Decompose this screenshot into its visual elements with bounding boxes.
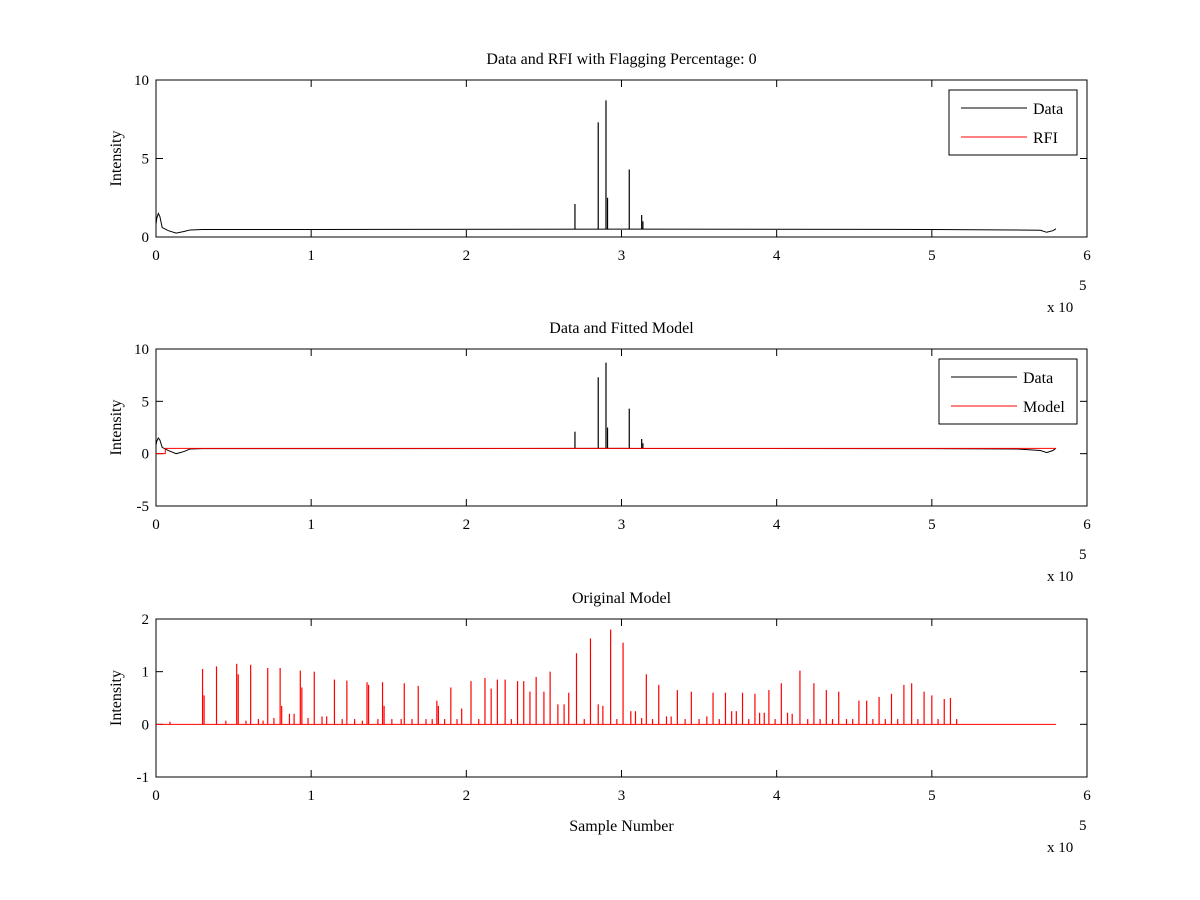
legend-label-model: Model <box>1023 399 1065 416</box>
x-tick-label: 0 <box>152 788 160 804</box>
x-exponent-power: 5 <box>1079 818 1087 834</box>
x-tick-label: 1 <box>307 788 315 804</box>
x-tick-label: 3 <box>618 788 626 804</box>
legend-label-data: Data <box>1033 101 1063 118</box>
legend: Data Model <box>938 358 1078 425</box>
x-tick-label: 4 <box>773 788 781 804</box>
x-tick-label: 6 <box>1083 248 1091 264</box>
x-tick-label: 6 <box>1083 517 1091 533</box>
x-tick-label: 2 <box>463 517 471 533</box>
axes-frame <box>155 79 1088 238</box>
axes-frame <box>155 618 1088 778</box>
y-tick-label: 10 <box>134 342 149 358</box>
x-tick-label: 6 <box>1083 788 1091 804</box>
subplot-data-and-rfi: 0 1 2 3 4 5 6 0 5 10 Data and RFI with Flagging Pe… <box>108 51 1091 316</box>
plot-area <box>156 100 1057 234</box>
x-tick-label: 5 <box>928 248 936 264</box>
x-tick-label: 2 <box>463 788 471 804</box>
y-tick-label: 0 <box>142 717 150 733</box>
plot-area <box>156 362 1057 455</box>
y-tick-label: -5 <box>137 499 150 515</box>
series-line-model <box>156 447 1056 455</box>
plot-area <box>156 629 1056 725</box>
x-tick-label: 2 <box>463 248 471 264</box>
legend: Data RFI <box>948 89 1078 156</box>
y-tick-label: 1 <box>142 665 150 681</box>
x-exponent-base: x 10 <box>1047 840 1073 856</box>
y-tick-label: 0 <box>142 447 150 463</box>
x-tick-label: 4 <box>773 248 781 264</box>
x-tick-label: 3 <box>618 248 626 264</box>
x-tick-label: 4 <box>773 517 781 533</box>
x-tick-label: 0 <box>152 248 160 264</box>
x-axis-label: Sample Number <box>569 818 674 835</box>
x-tick-label: 5 <box>928 788 936 804</box>
legend-box <box>948 89 1078 156</box>
y-tick-label: 5 <box>142 152 150 168</box>
y-axis-label: Intensity <box>108 131 125 187</box>
y-axis-label: Intensity <box>108 400 125 456</box>
chart-title: Data and Fitted Model <box>549 320 694 337</box>
chart-title: Original Model <box>572 590 672 607</box>
y-tick-label: 5 <box>142 394 150 410</box>
legend-label-rfi: RFI <box>1033 130 1058 147</box>
series-line-data <box>156 212 1057 234</box>
y-tick-label: 10 <box>134 73 149 89</box>
y-tick-label: 0 <box>142 230 150 246</box>
y-tick-label: 2 <box>142 612 150 628</box>
y-tick-label: -1 <box>137 770 150 786</box>
axes-frame <box>155 348 1088 507</box>
x-tick-label: 5 <box>928 517 936 533</box>
x-tick-label: 3 <box>618 517 626 533</box>
chart-title: Data and RFI with Flagging Percentage: 0 <box>486 51 756 68</box>
x-exponent-base: x 10 <box>1047 300 1073 316</box>
x-exponent-power: 5 <box>1079 547 1087 563</box>
x-tick-label: 1 <box>307 248 315 264</box>
y-axis-label: Intensity <box>108 670 125 726</box>
x-exponent-base: x 10 <box>1047 569 1073 585</box>
legend-box <box>938 358 1078 425</box>
legend-label-data: Data <box>1023 370 1053 387</box>
x-tick-label: 1 <box>307 517 315 533</box>
x-exponent-power: 5 <box>1079 278 1087 294</box>
x-tick-label: 0 <box>152 517 160 533</box>
